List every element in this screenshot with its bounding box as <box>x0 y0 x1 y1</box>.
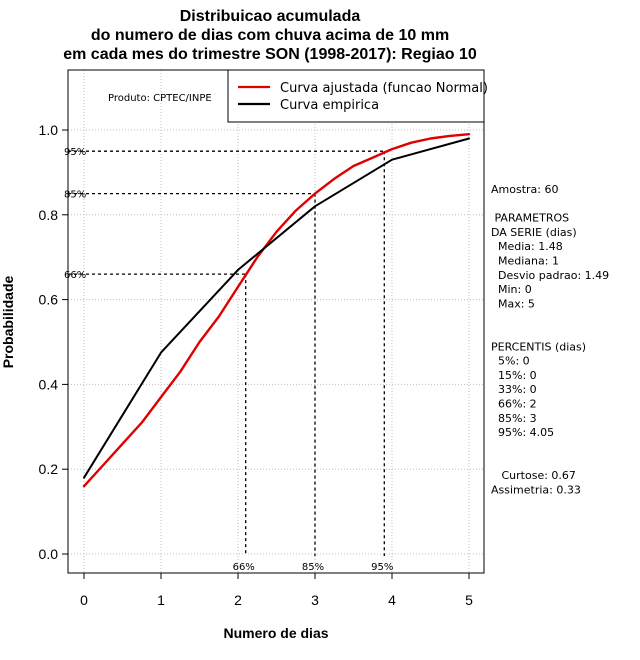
stats-line: Mediana: 1 <box>491 255 559 268</box>
y-tick-label: 1.0 <box>39 122 59 138</box>
stats-line: 5%: 0 <box>491 355 530 368</box>
percentile-marker-label-left: 85% <box>64 190 86 201</box>
percentile-marker-label-bottom: 95% <box>371 562 393 573</box>
stats-line: Assimetria: 0.33 <box>491 483 581 496</box>
legend-entry-label: Curva ajustada (funcao Normal) <box>280 81 488 96</box>
stats-line: DA SERIE (dias) <box>491 226 577 239</box>
percentile-marker-label-bottom: 85% <box>302 562 324 573</box>
stats-line: Media: 1.48 <box>491 240 563 253</box>
fitted-normal-curve <box>82 132 471 488</box>
grid <box>68 70 484 573</box>
stats-line: 66%: 2 <box>491 398 537 411</box>
x-tick-label: 1 <box>157 592 165 608</box>
stats-line: 85%: 3 <box>491 412 537 425</box>
x-axis: 0 1 2 3 4 5 <box>80 573 473 608</box>
x-tick-label: 2 <box>234 592 242 608</box>
percentile-markers: 66% 66% 85% 85% 95% 95% <box>64 147 393 573</box>
legend-entry-label: Curva empirica <box>280 98 379 113</box>
empirical-curve <box>83 137 470 479</box>
y-tick-label: 0.4 <box>39 376 59 392</box>
y-tick-label: 0.2 <box>39 461 59 477</box>
x-tick-label: 5 <box>465 592 473 608</box>
chart-title-line: Distribuicao acumulada <box>180 8 361 25</box>
stats-line: Curtose: 0.67 <box>491 469 576 482</box>
stats-line: 15%: 0 <box>491 369 537 382</box>
x-axis-label: Numero de dias <box>223 625 328 641</box>
chart-title: Distribuicao acumulada do numero de dias … <box>63 8 477 63</box>
y-tick-label: 0.6 <box>39 292 59 308</box>
chart-title-line: em cada mes do trimestre SON (1998-2017)… <box>63 46 477 63</box>
y-axis-label: Probabilidade <box>0 276 16 369</box>
percentile-marker-label-left: 66% <box>64 270 86 281</box>
stats-line: Desvio padrao: 1.49 <box>491 269 609 282</box>
stats-line: Amostra: 60 <box>491 183 558 196</box>
y-tick-label: 0.0 <box>39 546 59 562</box>
legend: Curva ajustada (funcao Normal) Curva empi… <box>227 69 488 123</box>
percentile-marker-label-bottom: 66% <box>233 562 255 573</box>
stats-line: 95%: 4.05 <box>491 426 554 439</box>
stats-line: Min: 0 <box>491 283 532 296</box>
stats-line: Max: 5 <box>491 297 535 310</box>
stats-line: PERCENTIS (dias) <box>491 340 586 353</box>
y-axis: 0.0 0.2 0.4 0.6 0.8 1.0 <box>39 122 68 562</box>
y-tick-label: 0.8 <box>39 207 59 223</box>
x-tick-label: 3 <box>311 592 319 608</box>
series <box>82 132 471 488</box>
percentile-marker-label-left: 95% <box>64 147 86 158</box>
stats-line: PARAMETROS <box>491 212 569 225</box>
stats-line: 33%: 0 <box>491 383 537 396</box>
produto-label: Produto: CPTEC/INPE <box>108 93 212 104</box>
x-tick-label: 0 <box>80 592 88 608</box>
plot-frame <box>67 69 485 574</box>
chart-title-line: do numero de dias com chuva acima de 10 … <box>91 27 449 44</box>
x-tick-label: 4 <box>388 592 396 608</box>
legend-box <box>227 69 485 123</box>
